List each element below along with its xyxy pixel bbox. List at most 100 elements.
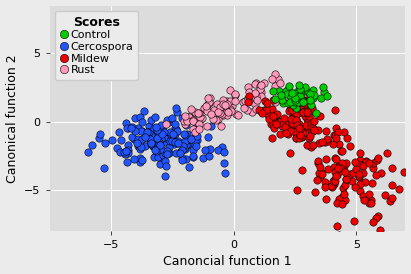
- Cercospora: [206, 154, 212, 158]
- Cercospora: [190, 155, 196, 159]
- Cercospora: [180, 143, 187, 148]
- Mildew: [363, 160, 369, 164]
- Rust: [209, 117, 216, 121]
- Control: [298, 98, 305, 102]
- Control: [290, 102, 296, 107]
- Cercospora: [132, 116, 139, 120]
- Cercospora: [179, 148, 185, 152]
- Mildew: [337, 166, 343, 171]
- Mildew: [329, 142, 336, 146]
- Mildew: [370, 219, 376, 224]
- Cercospora: [139, 129, 145, 133]
- Rust: [241, 106, 247, 110]
- Cercospora: [162, 135, 169, 140]
- Mildew: [409, 208, 411, 213]
- Mildew: [270, 118, 277, 122]
- Rust: [204, 124, 211, 128]
- Mildew: [270, 114, 277, 118]
- Mildew: [331, 133, 338, 138]
- Cercospora: [193, 121, 199, 125]
- Rust: [253, 107, 260, 111]
- Control: [305, 90, 311, 95]
- Mildew: [369, 181, 375, 186]
- Rust: [207, 96, 213, 100]
- Mildew: [304, 110, 310, 115]
- Cercospora: [123, 149, 129, 153]
- Cercospora: [208, 124, 215, 128]
- Mildew: [296, 126, 302, 130]
- Rust: [242, 99, 248, 104]
- Mildew: [372, 173, 379, 177]
- Mildew: [337, 169, 343, 173]
- Cercospora: [174, 110, 180, 114]
- Cercospora: [145, 130, 152, 134]
- Cercospora: [141, 135, 148, 139]
- Rust: [163, 122, 170, 126]
- Cercospora: [182, 123, 189, 127]
- Mildew: [323, 197, 329, 201]
- Control: [298, 90, 305, 95]
- Mildew: [358, 163, 365, 167]
- Rust: [182, 121, 188, 126]
- Cercospora: [158, 136, 164, 141]
- Mildew: [325, 166, 331, 171]
- Mildew: [332, 169, 339, 173]
- Mildew: [310, 126, 316, 130]
- Mildew: [316, 175, 323, 179]
- Mildew: [282, 125, 289, 129]
- Cercospora: [139, 158, 145, 162]
- Mildew: [296, 97, 302, 101]
- Mildew: [308, 122, 315, 126]
- Mildew: [360, 194, 366, 199]
- Cercospora: [96, 136, 103, 141]
- Cercospora: [166, 150, 173, 155]
- Cercospora: [85, 150, 92, 154]
- Cercospora: [129, 125, 135, 129]
- Mildew: [331, 182, 338, 187]
- Cercospora: [151, 143, 157, 147]
- Mildew: [315, 158, 321, 163]
- Cercospora: [190, 147, 196, 152]
- Mildew: [289, 117, 296, 121]
- Mildew: [298, 134, 305, 139]
- Cercospora: [129, 135, 136, 139]
- Mildew: [316, 165, 323, 169]
- Cercospora: [158, 137, 164, 141]
- Cercospora: [162, 174, 169, 179]
- Cercospora: [154, 136, 160, 141]
- Rust: [206, 100, 212, 104]
- Cercospora: [164, 118, 170, 122]
- Rust: [184, 119, 191, 123]
- Mildew: [296, 135, 302, 140]
- Mildew: [286, 108, 292, 113]
- Cercospora: [152, 133, 158, 137]
- Cercospora: [162, 151, 168, 155]
- Cercospora: [221, 161, 228, 165]
- Rust: [195, 126, 202, 131]
- Rust: [224, 109, 231, 114]
- Control: [284, 101, 291, 105]
- Mildew: [296, 127, 303, 131]
- Cercospora: [159, 132, 166, 136]
- Control: [310, 88, 316, 92]
- Mildew: [343, 177, 350, 181]
- Cercospora: [172, 106, 179, 110]
- Mildew: [395, 187, 402, 191]
- Rust: [222, 101, 228, 105]
- Mildew: [305, 111, 311, 115]
- Mildew: [307, 127, 314, 132]
- Cercospora: [150, 155, 157, 159]
- Cercospora: [152, 149, 159, 153]
- Rust: [249, 109, 256, 114]
- Rust: [277, 81, 283, 85]
- Rust: [215, 110, 222, 114]
- Cercospora: [114, 146, 121, 150]
- Cercospora: [151, 126, 158, 130]
- Cercospora: [172, 132, 178, 136]
- Mildew: [365, 236, 372, 240]
- Rust: [233, 112, 240, 116]
- Rust: [284, 87, 291, 92]
- Mildew: [370, 161, 377, 165]
- Mildew: [307, 134, 314, 139]
- Rust: [217, 109, 224, 113]
